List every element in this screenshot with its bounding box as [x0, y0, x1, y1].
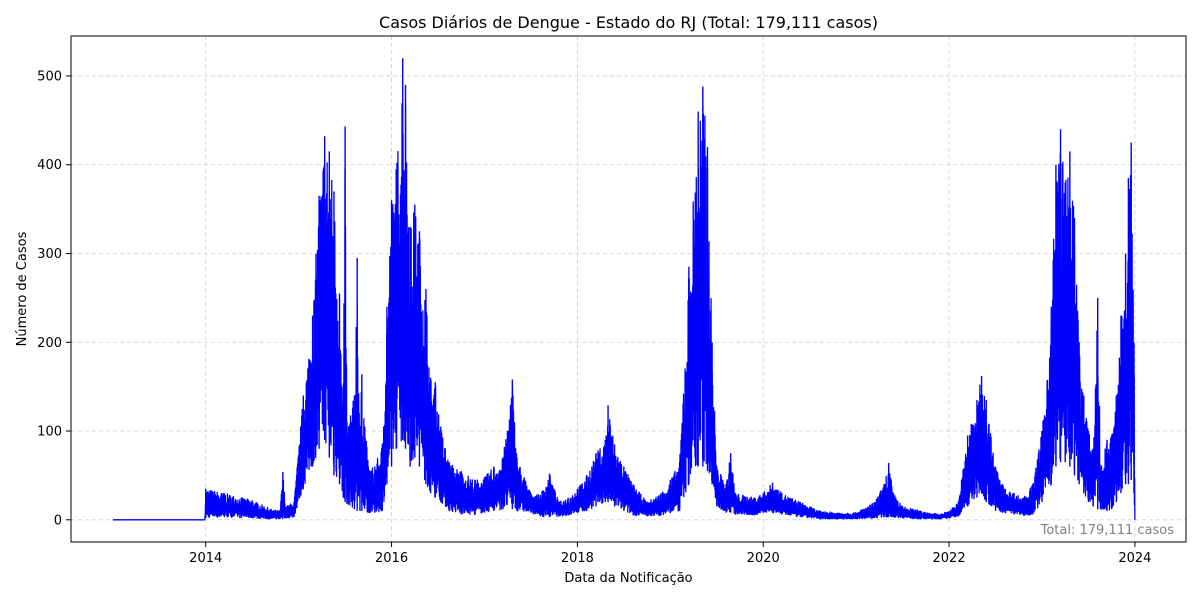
y-tick-label: 500 — [37, 69, 62, 84]
x-tick-label: 2022 — [933, 551, 966, 566]
y-tick-label: 300 — [37, 247, 62, 262]
x-tick-label: 2024 — [1118, 551, 1151, 566]
y-tick-label: 200 — [37, 336, 62, 351]
x-tick-label: 2018 — [561, 551, 594, 566]
y-tick-label: 100 — [37, 425, 62, 440]
x-tick-label: 2014 — [189, 551, 222, 566]
total-annotation: Total: 179,111 casos — [1040, 523, 1175, 538]
y-tick-label: 400 — [37, 158, 62, 173]
plot-frame — [70, 35, 1187, 543]
x-axis-label: Data da Notificação — [564, 571, 692, 586]
x-tick-label: 2020 — [747, 551, 780, 566]
y-tick-label: 0 — [54, 513, 62, 528]
y-axis-label: Número de Casos — [15, 231, 30, 346]
x-tick-label: 2016 — [375, 551, 408, 566]
series-layer — [112, 58, 1136, 521]
grid-layer — [71, 36, 1186, 542]
ticks-layer: 2014 2016 2018 2020 2022 2024 0 100 200 300 400 500 — [37, 69, 1151, 566]
chart-title: Casos Diários de Dengue - Estado do RJ (… — [379, 13, 878, 32]
